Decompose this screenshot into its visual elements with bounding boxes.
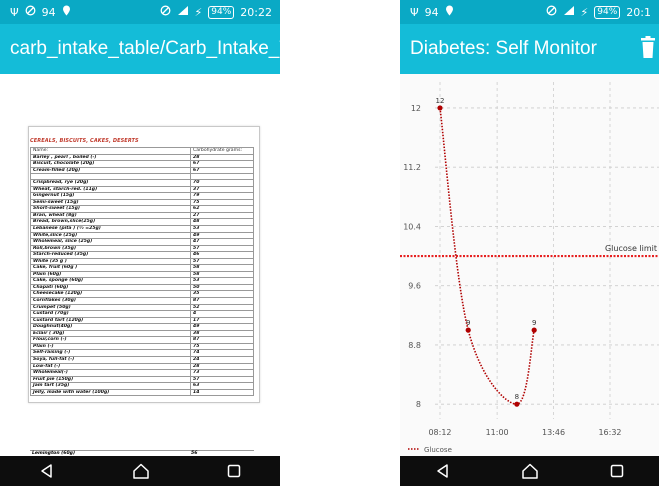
carb-value: 47 xyxy=(190,238,254,246)
status-bar: Ψ 94 ⚡ 94% 20:1 xyxy=(400,0,659,24)
carb-value: 14 xyxy=(190,388,254,397)
data-label: 9 xyxy=(466,319,470,327)
blocked-icon xyxy=(25,5,36,19)
glucose-point xyxy=(437,105,443,111)
y-tick-label: 10.4 xyxy=(403,222,421,231)
app-bar: Diabetes: Self Monitor xyxy=(400,24,659,74)
blocked-icon xyxy=(160,5,171,19)
food-name: Lemington (60g) xyxy=(30,450,189,457)
file-title: carb_intake_table/Carb_Intake_Ta... xyxy=(10,38,280,59)
column-header-carbs: Carbohydrate grams: xyxy=(190,147,254,155)
legend-label: Glucose xyxy=(424,446,452,454)
home-icon[interactable] xyxy=(521,463,539,479)
carb-value: 53 xyxy=(190,225,254,233)
notification-count: 94 xyxy=(424,5,439,19)
trash-icon[interactable] xyxy=(641,36,655,58)
glucose-series-line xyxy=(439,107,535,405)
recents-icon[interactable] xyxy=(227,464,241,478)
chart-area: 8 8.8 9.6 10.4 11.2 12 08:12 11:00 13:46 16:32 Glu… xyxy=(400,74,659,456)
app-bar: carb_intake_table/Carb_Intake_Ta... xyxy=(0,24,280,74)
usb-icon: Ψ xyxy=(10,5,19,19)
x-tick-label: 08:12 xyxy=(428,428,451,437)
x-tick-label: 13:46 xyxy=(542,428,565,437)
glucose-point xyxy=(514,401,520,407)
location-icon xyxy=(62,5,71,19)
navigation-bar xyxy=(400,456,659,486)
section-title: CEREALS, BISCUITS, CAKES, DESERTS xyxy=(30,138,139,144)
signal-icon xyxy=(563,5,575,19)
next-page-table: Lemington (60g) 56 xyxy=(30,450,254,457)
glucose-point xyxy=(465,327,471,333)
navigation-bar xyxy=(0,456,280,486)
table-row: Bran, wheat (8g) 27 xyxy=(30,211,254,220)
carb-value: 75 xyxy=(190,198,254,207)
carb-value: 49 xyxy=(190,231,254,240)
glucose-point xyxy=(531,327,537,333)
battery-level: 94% xyxy=(208,5,235,19)
data-label: 12 xyxy=(436,97,445,105)
x-tick-label: 16:32 xyxy=(598,428,621,437)
table-row: Jelly, made with water (100g) 14 xyxy=(30,388,254,397)
table-row: Bread, brown,slice(25g) 48 xyxy=(30,218,254,226)
table-row: Lemington (60g) 56 xyxy=(30,450,254,457)
table-row: Wholemeal, slice (25g) 47 xyxy=(30,238,254,246)
food-name: Jelly, made with water (100g) xyxy=(30,388,191,397)
y-tick-label: 11.2 xyxy=(403,163,421,172)
notification-count: 94 xyxy=(41,5,56,19)
data-label: 8 xyxy=(515,393,519,401)
glucose-limit-label: Glucose limit xyxy=(605,244,657,253)
back-icon[interactable] xyxy=(435,463,451,479)
carb-value: 79 xyxy=(190,192,254,200)
app-title: Diabetes: Self Monitor xyxy=(410,38,597,59)
carb-value: 48 xyxy=(190,218,254,226)
carb-value xyxy=(190,173,254,181)
glucose-chart: 8 8.8 9.6 10.4 11.2 12 08:12 11:00 13:46 16:32 Glu… xyxy=(400,82,659,454)
clock: 20:1 xyxy=(626,5,651,19)
blocked-icon xyxy=(546,5,557,19)
carb-value: 28 xyxy=(190,153,254,162)
data-label: 9 xyxy=(532,319,536,327)
table-header-row: Name: Carbohydrate grams: xyxy=(30,147,254,155)
right-phone-screen: Ψ 94 ⚡ 94% 20:1 Diabetes: Self Monitor 8… xyxy=(400,0,659,486)
table-row: Crispbread, rye (20g) 70 xyxy=(30,179,254,187)
charging-icon: ⚡ xyxy=(580,5,589,19)
carb-value: 67 xyxy=(190,160,254,168)
carb-table: Name: Carbohydrate grams: Barley , pearl… xyxy=(30,147,254,397)
table-row xyxy=(30,173,254,181)
table-row: Wheat, starch-red. (11g) 37 xyxy=(30,185,254,194)
left-phone-screen: Ψ 94 ⚡ 94% 20:22 carb_intake_table/Carb_… xyxy=(0,0,280,486)
table-row: Semi-sweet (15g) 75 xyxy=(30,198,254,207)
table-row: Lebanese (pita ) (½ =25g) 53 xyxy=(30,225,254,233)
y-tick-label: 12 xyxy=(411,104,421,113)
y-tick-label: 8 xyxy=(416,400,421,409)
recents-icon[interactable] xyxy=(610,464,624,478)
table-row: Short-sweet (15g) 62 xyxy=(30,205,254,213)
battery-level: 94% xyxy=(594,5,621,19)
signal-icon xyxy=(177,5,189,19)
carb-value: 57 xyxy=(190,244,254,253)
carb-value: 27 xyxy=(190,211,254,220)
back-icon[interactable] xyxy=(39,463,55,479)
y-tick-label: 8.8 xyxy=(408,341,421,350)
usb-icon: Ψ xyxy=(410,5,419,19)
carb-value: 70 xyxy=(190,179,254,187)
table-row: Biscuit, chocolate (20g) 67 xyxy=(30,160,254,168)
charging-icon: ⚡ xyxy=(194,5,203,19)
clock: 20:22 xyxy=(240,5,272,19)
table-row: Barley , pearl , boiled (-) 28 xyxy=(30,153,254,162)
y-tick-label: 9.6 xyxy=(408,282,421,291)
location-icon xyxy=(445,5,454,19)
carb-value: 56 xyxy=(189,450,254,457)
table-row: White,slice (25g) 49 xyxy=(30,231,254,240)
carb-value: 62 xyxy=(190,205,254,213)
carb-value: 37 xyxy=(190,185,254,194)
table-row: Roll,brown (35g) 57 xyxy=(30,244,254,253)
status-bar: Ψ 94 ⚡ 94% 20:22 xyxy=(0,0,280,24)
x-tick-label: 11:00 xyxy=(486,428,509,437)
home-icon[interactable] xyxy=(132,463,150,479)
table-row: Gingernut (15g) 79 xyxy=(30,192,254,200)
